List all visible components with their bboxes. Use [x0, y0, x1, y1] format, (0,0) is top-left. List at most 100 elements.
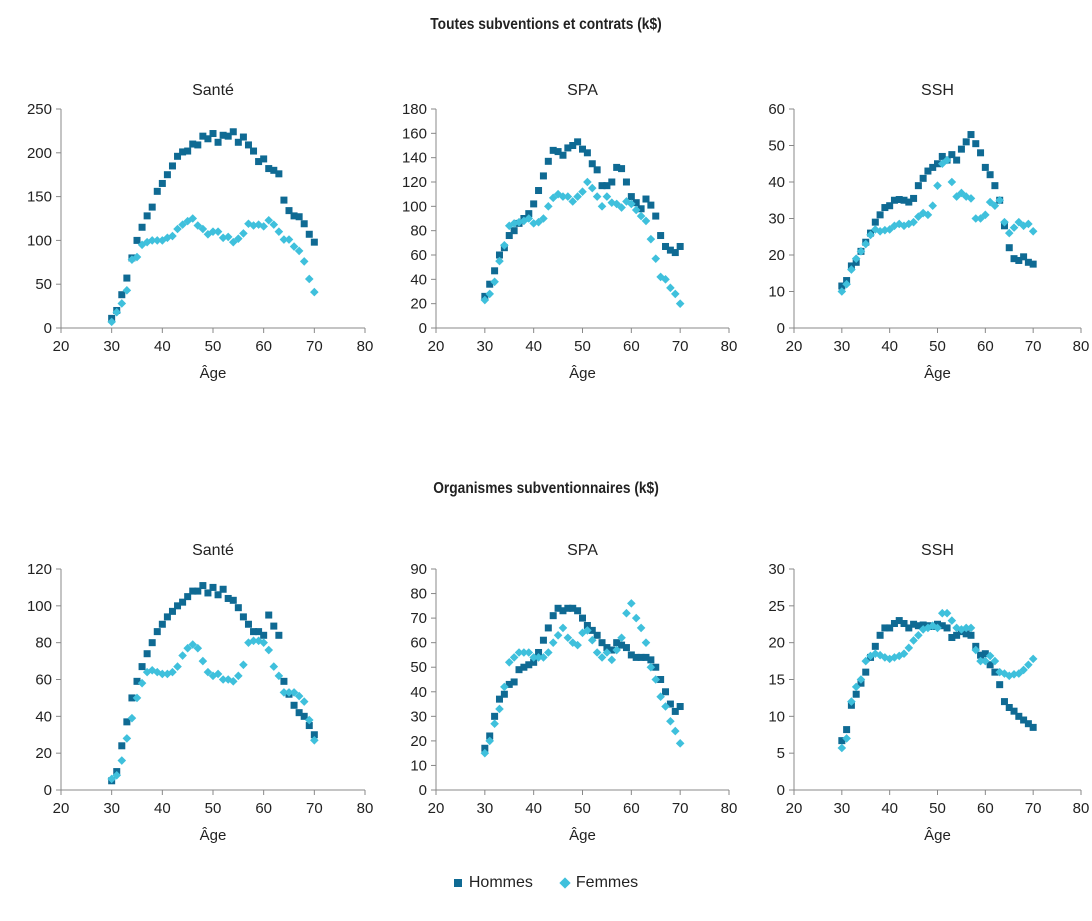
point-hommes	[662, 688, 670, 696]
point-femmes	[617, 203, 626, 212]
point-hommes	[123, 718, 131, 726]
point-femmes	[985, 197, 995, 207]
point-hommes	[1015, 256, 1023, 264]
chart-title: SSH	[921, 542, 954, 559]
y-tick-label: 20	[410, 296, 427, 313]
point-femmes	[264, 215, 274, 225]
point-femmes	[899, 649, 909, 659]
x-axis-label: Âge	[924, 365, 951, 382]
point-femmes	[107, 774, 116, 784]
chart-panel-1: Santé 0 50 100 150 200 250 20 30 40 50 60 70 80 Âge	[27, 82, 373, 382]
point-hommes	[991, 668, 999, 676]
point-femmes	[299, 697, 309, 706]
y-tick-label: 30	[768, 561, 785, 578]
point-femmes	[127, 713, 137, 723]
y-tick-label: 200	[27, 145, 52, 162]
point-hommes	[627, 193, 635, 201]
point-femmes	[837, 743, 847, 753]
x-tick-label: 30	[476, 338, 493, 355]
point-hommes	[300, 712, 308, 720]
point-femmes	[651, 254, 661, 263]
y-tick-label: 0	[44, 782, 52, 799]
y-tick-label: 60	[410, 247, 427, 264]
x-tick-label: 40	[881, 338, 898, 355]
point-femmes	[198, 224, 208, 234]
y-tick-label: 70	[410, 610, 427, 627]
diamond-marker-icon	[559, 877, 571, 889]
point-femmes	[158, 669, 167, 679]
point-hommes	[948, 151, 956, 159]
square-marker-icon	[453, 879, 462, 887]
point-femmes	[188, 640, 198, 649]
point-femmes	[112, 307, 122, 317]
point-hommes	[525, 210, 533, 218]
point-femmes	[602, 648, 612, 657]
point-femmes	[234, 671, 243, 681]
point-hommes	[905, 624, 913, 632]
point-hommes	[194, 587, 202, 595]
point-hommes	[962, 630, 970, 638]
point-femmes	[573, 192, 582, 201]
point-hommes	[275, 170, 283, 178]
point-hommes	[637, 205, 645, 213]
point-hommes	[505, 232, 513, 240]
point-femmes	[294, 691, 304, 701]
point-hommes	[662, 242, 670, 250]
point-femmes	[851, 254, 861, 263]
point-femmes	[617, 633, 626, 643]
x-tick-label: 40	[525, 800, 542, 817]
point-hommes	[924, 167, 932, 175]
point-femmes	[168, 231, 177, 241]
y-tick-label: 0	[777, 782, 785, 799]
point-hommes	[676, 242, 684, 250]
point-hommes	[852, 690, 860, 698]
point-hommes	[564, 144, 572, 152]
point-hommes	[158, 179, 166, 187]
point-femmes	[524, 648, 534, 657]
point-hommes	[1000, 698, 1008, 706]
point-femmes	[563, 192, 573, 201]
point-femmes	[942, 608, 952, 618]
point-femmes	[847, 265, 856, 274]
point-hommes	[128, 694, 136, 702]
point-femmes	[923, 210, 933, 220]
x-tick-label: 20	[428, 338, 445, 355]
point-hommes	[280, 677, 288, 685]
x-axis-label: Âge	[200, 827, 227, 844]
point-femmes	[514, 648, 524, 657]
point-femmes	[495, 704, 504, 714]
x-tick-label: 30	[476, 800, 493, 817]
x-tick-label: 40	[881, 800, 898, 817]
point-hommes	[948, 634, 956, 642]
point-hommes	[919, 174, 927, 182]
point-hommes	[876, 631, 884, 639]
point-femmes	[666, 716, 675, 726]
point-hommes	[214, 591, 222, 599]
point-femmes	[976, 656, 985, 666]
y-tick-label: 120	[27, 561, 52, 578]
point-hommes	[168, 162, 176, 170]
point-hommes	[953, 156, 961, 164]
point-femmes	[914, 631, 923, 640]
point-hommes	[671, 707, 679, 715]
point-hommes	[652, 212, 660, 220]
point-hommes	[637, 653, 645, 661]
x-tick-label: 30	[833, 800, 850, 817]
x-tick-label: 20	[428, 800, 445, 817]
point-hommes	[910, 194, 918, 202]
point-femmes	[622, 608, 631, 618]
point-femmes	[254, 220, 263, 229]
point-femmes	[612, 645, 621, 655]
point-hommes	[138, 223, 146, 231]
point-hommes	[569, 142, 577, 149]
x-tick-label: 60	[623, 338, 640, 355]
point-hommes	[214, 138, 222, 146]
x-tick-label: 60	[977, 338, 994, 355]
point-hommes	[876, 211, 884, 219]
point-hommes	[295, 213, 303, 221]
point-hommes	[250, 628, 258, 636]
point-hommes	[204, 589, 212, 597]
point-hommes	[486, 732, 494, 740]
point-femmes	[249, 636, 258, 646]
